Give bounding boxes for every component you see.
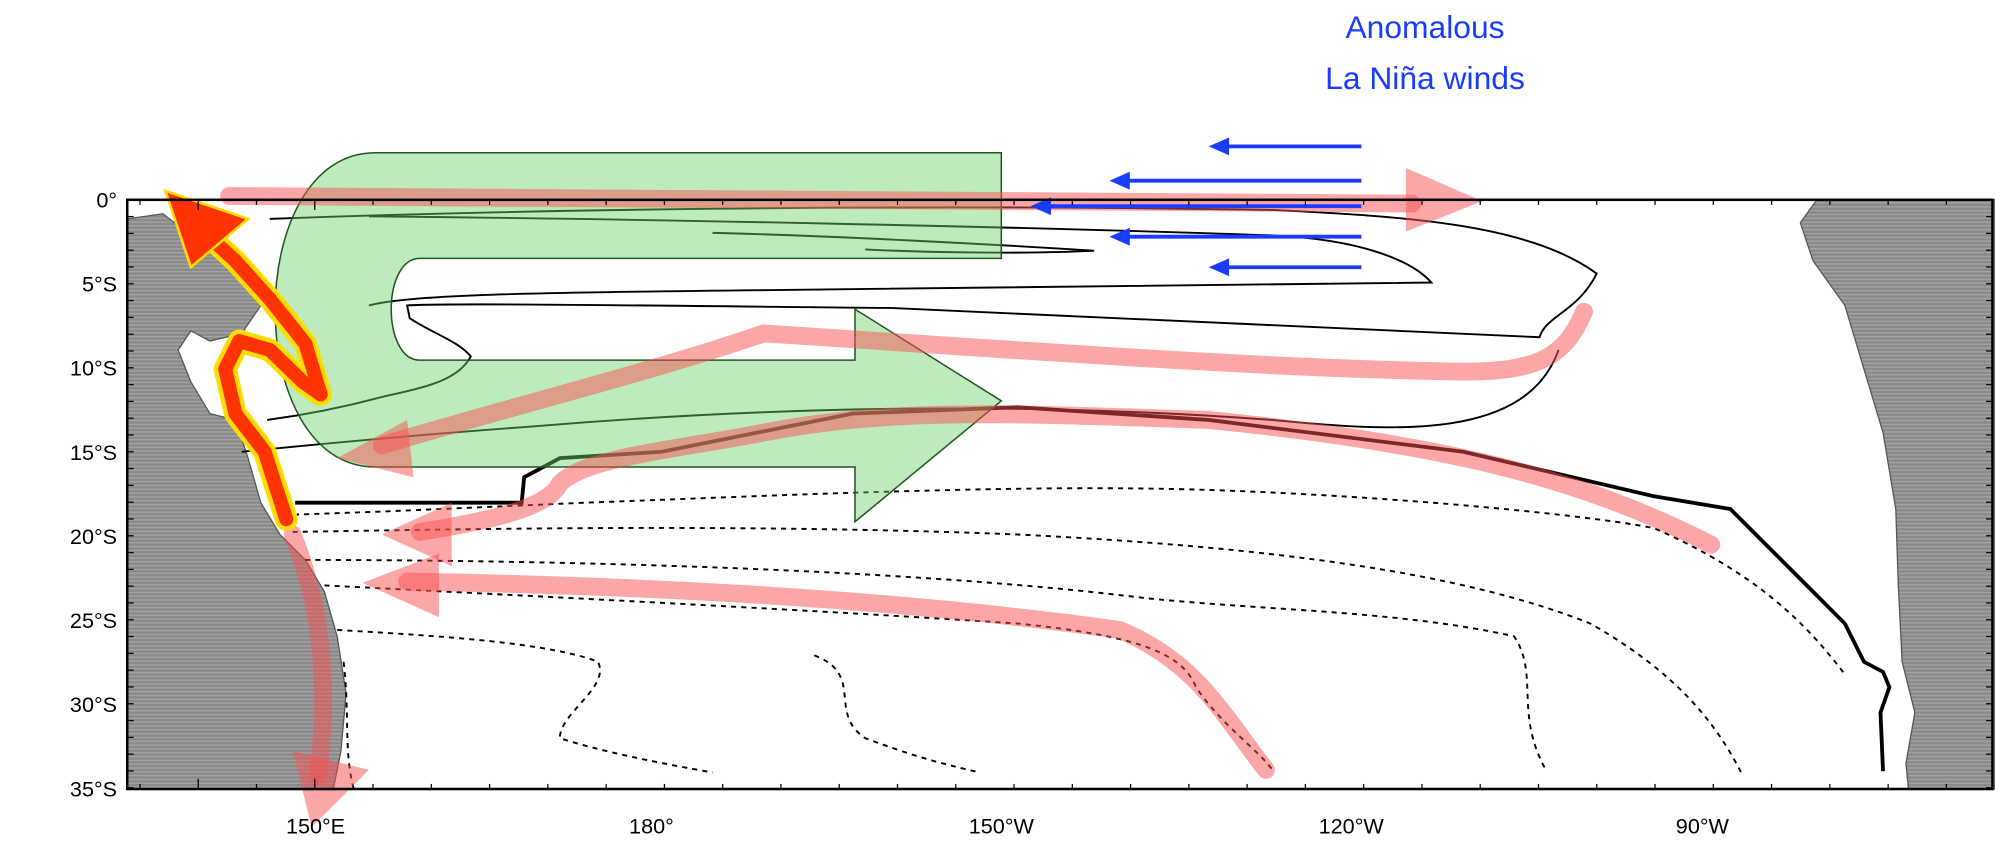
currents (229, 196, 1711, 776)
latitude-label: 10°S (70, 356, 117, 381)
wind-arrows (1031, 137, 1362, 276)
longitude-label: 150°W (969, 814, 1035, 839)
wind-head (1209, 137, 1229, 155)
latitude-label: 15°S (70, 440, 117, 465)
map: 0° 5°S 10°S 15°S 20°S 25°S 30°S 35°S 150°E 180° 15… (0, 0, 1995, 845)
ticks (127, 200, 1992, 789)
latitude-label: 25°S (70, 608, 117, 633)
latitude-label: 0° (96, 187, 117, 212)
wind-head (1109, 172, 1129, 190)
wind-head (1209, 258, 1229, 276)
longitude-label: 150°E (286, 814, 345, 839)
latitude-label: 30°S (70, 692, 117, 717)
longitude-label: 180° (629, 814, 674, 839)
land-east (1800, 200, 1995, 789)
dashed-contours (274, 488, 1845, 789)
latitude-label: 35°S (70, 776, 117, 801)
annotation: La Niña winds (1325, 60, 1525, 96)
page: 0° 5°S 10°S 15°S 20°S 25°S 30°S 35°S 150°E 180° 15… (0, 0, 1995, 845)
latitude-label: 5°S (82, 272, 117, 297)
longitude-label: 120°W (1319, 814, 1385, 839)
longitude-label: 90°W (1676, 814, 1730, 839)
annotation: Anomalous (1345, 9, 1504, 45)
frame (127, 200, 1992, 789)
latitude-label: 20°S (70, 524, 117, 549)
